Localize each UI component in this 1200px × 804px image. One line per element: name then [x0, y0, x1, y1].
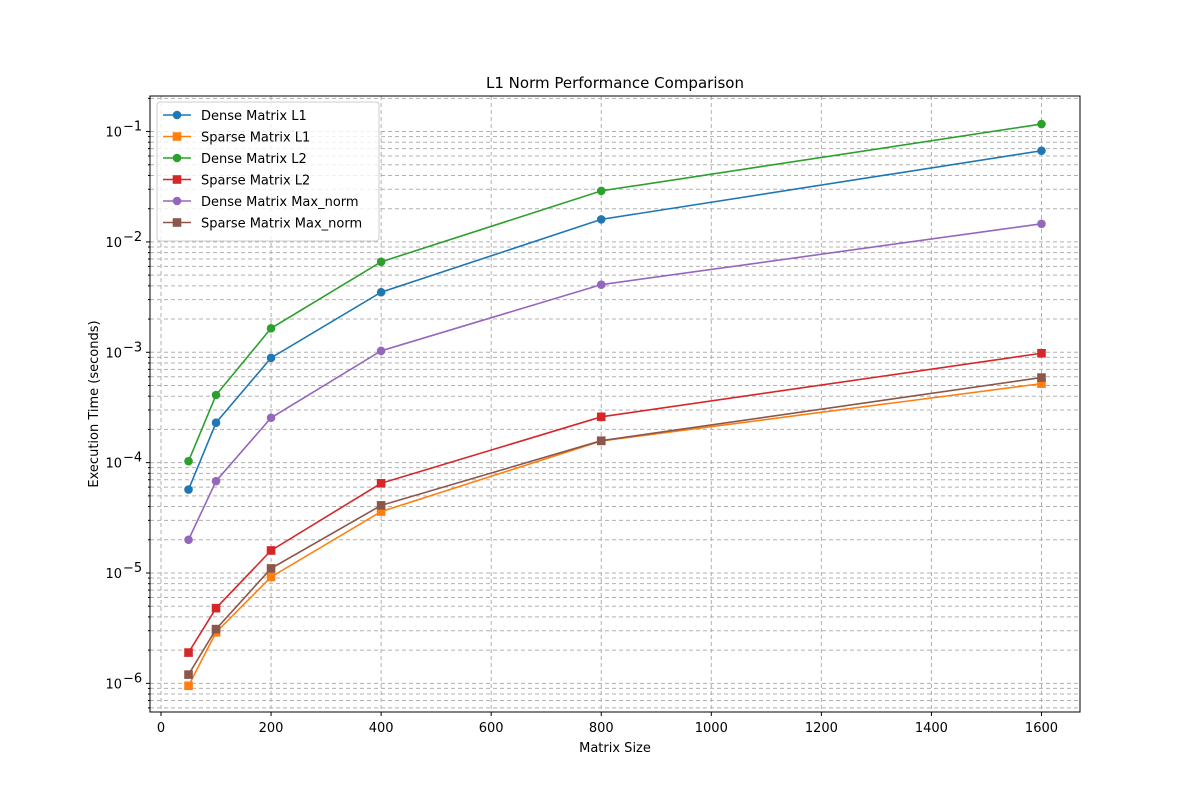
legend-label: Dense Matrix L2	[201, 152, 307, 167]
data-point	[596, 215, 606, 224]
data-point	[211, 624, 221, 634]
y-tick-exponent: −4	[123, 451, 142, 466]
legend-label: Dense Matrix Max_norm	[201, 195, 359, 210]
data-point	[596, 186, 606, 196]
data-point	[596, 412, 606, 422]
data-point	[376, 346, 386, 356]
y-tick-exponent: −3	[123, 340, 142, 355]
legend-marker	[172, 196, 182, 206]
y-tick-label: 10	[105, 457, 122, 472]
y-tick-exponent: −2	[123, 230, 142, 245]
chart-title: L1 Norm Performance Comparison	[486, 74, 744, 92]
data-point	[184, 456, 193, 466]
y-tick-exponent: −5	[123, 561, 142, 576]
plot-area-frame	[149, 95, 1081, 713]
x-tick-label: 0	[157, 721, 165, 736]
series-line	[187, 352, 1042, 654]
legend-label: Sparse Matrix L1	[201, 131, 310, 146]
data-point	[211, 418, 221, 428]
y-tick-label: 10	[105, 567, 122, 582]
data-point	[1037, 373, 1046, 382]
data-point	[266, 323, 276, 333]
series-lines	[184, 119, 1046, 691]
legend-marker	[172, 218, 182, 227]
data-point	[376, 507, 386, 516]
y-tick-label: 10	[105, 236, 122, 251]
legend: Dense Matrix L1 Sparse Matrix L1 Dense Mat…	[156, 101, 380, 242]
data-point	[184, 681, 193, 691]
y-tick-exponent: −6	[123, 671, 142, 686]
series-line	[187, 376, 1042, 676]
data-point	[184, 485, 193, 494]
legend-label: Sparse Matrix L2	[201, 174, 310, 189]
x-tick-label: 1400	[915, 721, 948, 736]
data-point	[266, 572, 276, 582]
legend-frame	[156, 101, 380, 242]
data-point	[211, 476, 221, 486]
data-point	[211, 603, 221, 613]
y-tick-label: 10	[105, 126, 122, 141]
y-tick-label: 10	[105, 346, 122, 361]
legend-marker	[172, 175, 182, 184]
data-point	[1037, 146, 1046, 156]
y-axis-label: Execution Time (seconds)	[87, 320, 102, 487]
data-point	[596, 436, 606, 446]
x-tick-label: 1000	[695, 721, 728, 736]
x-tick-label: 600	[479, 721, 504, 736]
data-point	[1037, 119, 1046, 129]
x-axis-ticks: 0 200 400 600 800 1000 1200 1400 1600	[157, 712, 1058, 736]
series-line	[187, 382, 1042, 687]
data-point	[1037, 219, 1046, 229]
x-tick-label: 200	[259, 721, 284, 736]
data-point	[184, 648, 193, 657]
data-point	[1037, 348, 1046, 358]
data-point	[184, 670, 193, 679]
x-tick-label: 800	[589, 721, 614, 736]
series-line	[187, 123, 1042, 462]
x-axis-label: Matrix Size	[579, 741, 651, 756]
legend-marker	[172, 153, 182, 163]
data-point	[211, 390, 221, 400]
data-point	[596, 280, 606, 289]
legend-marker	[172, 132, 182, 141]
data-point	[266, 353, 276, 363]
x-tick-label: 1200	[805, 721, 838, 736]
data-point	[184, 535, 193, 545]
data-point	[266, 546, 276, 555]
series-line	[187, 222, 1042, 541]
data-point	[376, 257, 386, 267]
data-point	[266, 564, 276, 573]
y-axis-ticks: 10−610−510−410−310−210−1	[105, 97, 150, 709]
data-point	[1037, 379, 1046, 388]
x-tick-label: 1600	[1025, 721, 1058, 736]
data-point	[376, 501, 386, 510]
x-tick-label: 400	[369, 721, 394, 736]
y-tick-exponent: −1	[123, 120, 142, 135]
legend-label: Dense Matrix L1	[201, 109, 307, 124]
data-point	[376, 287, 386, 297]
legend-label: Sparse Matrix Max_norm	[201, 217, 362, 232]
legend-marker	[172, 110, 182, 120]
series-line	[187, 149, 1042, 490]
data-point	[376, 478, 386, 488]
y-tick-label: 10	[105, 677, 122, 692]
data-point	[266, 413, 276, 423]
